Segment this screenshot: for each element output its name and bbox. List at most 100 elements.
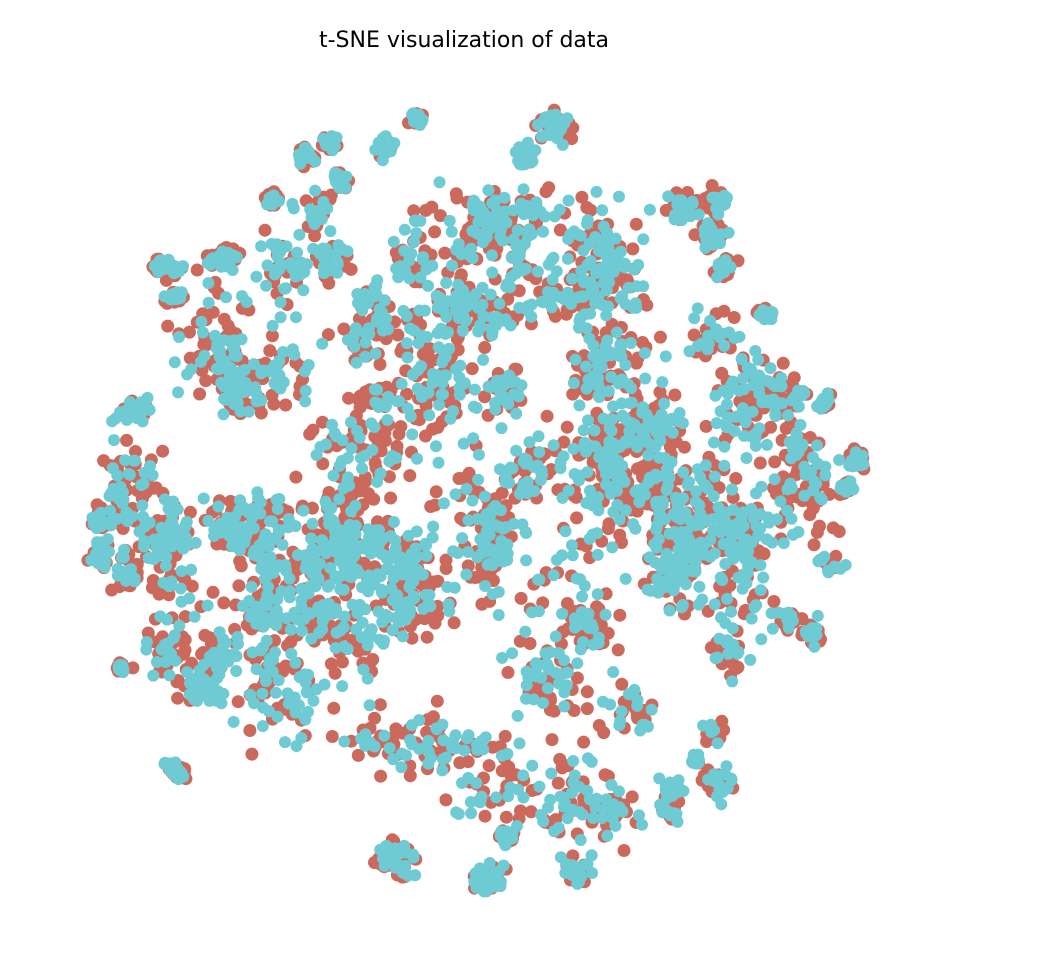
data-point xyxy=(728,425,741,437)
data-point xyxy=(498,191,511,204)
data-point xyxy=(242,405,255,418)
data-point xyxy=(297,504,310,517)
data-point xyxy=(727,503,740,516)
data-point xyxy=(617,844,631,857)
data-point xyxy=(467,400,480,413)
data-point xyxy=(731,660,745,674)
data-point xyxy=(243,724,257,737)
data-point xyxy=(295,732,308,744)
data-point xyxy=(715,714,729,728)
data-point xyxy=(157,576,170,589)
data-point xyxy=(798,489,811,502)
data-point xyxy=(755,480,768,493)
data-point xyxy=(833,454,846,466)
data-point xyxy=(354,452,367,464)
data-point xyxy=(537,697,549,709)
data-point xyxy=(479,580,492,592)
data-point xyxy=(366,444,379,456)
data-point xyxy=(556,607,569,620)
data-point xyxy=(181,666,194,679)
data-point xyxy=(456,532,469,545)
data-point xyxy=(691,302,704,315)
data-point xyxy=(490,791,503,804)
data-point xyxy=(216,633,229,646)
data-point xyxy=(422,279,434,292)
data-point xyxy=(428,616,442,630)
data-point xyxy=(280,240,293,253)
data-point xyxy=(426,377,439,390)
data-point xyxy=(515,197,528,210)
data-point xyxy=(513,737,526,750)
data-point xyxy=(523,637,537,650)
data-point xyxy=(120,433,134,447)
data-point xyxy=(627,301,640,314)
data-point xyxy=(371,312,384,325)
data-point xyxy=(601,626,615,640)
data-point xyxy=(417,251,430,264)
data-point xyxy=(173,619,186,632)
data-point xyxy=(632,258,645,271)
data-point xyxy=(524,805,538,819)
data-point xyxy=(163,669,176,682)
data-point xyxy=(688,228,702,242)
data-point xyxy=(433,398,446,411)
data-point xyxy=(348,340,361,353)
data-point xyxy=(250,663,263,676)
data-point xyxy=(598,276,610,289)
data-point xyxy=(501,666,515,679)
data-point xyxy=(499,830,512,843)
data-point xyxy=(386,624,399,637)
data-point xyxy=(537,815,550,828)
data-point xyxy=(631,694,644,707)
data-point xyxy=(569,353,582,366)
data-point xyxy=(160,550,173,563)
data-point xyxy=(419,203,433,217)
data-point xyxy=(317,195,330,208)
data-point xyxy=(576,590,589,603)
data-point xyxy=(178,610,192,624)
data-point xyxy=(436,388,449,401)
data-point xyxy=(407,204,421,218)
data-point xyxy=(152,587,166,601)
data-point xyxy=(227,715,240,728)
data-point xyxy=(671,562,684,575)
data-point xyxy=(745,503,758,515)
data-point xyxy=(585,755,598,768)
data-point xyxy=(279,736,291,749)
data-point xyxy=(517,769,530,782)
data-point xyxy=(492,609,505,621)
data-point xyxy=(775,372,788,385)
data-point xyxy=(580,497,593,509)
data-point xyxy=(580,685,594,699)
data-point xyxy=(796,389,809,402)
data-point xyxy=(807,538,821,552)
data-point xyxy=(592,719,606,732)
data-point xyxy=(558,700,571,713)
data-point xyxy=(269,606,282,618)
data-point xyxy=(591,351,604,364)
data-point xyxy=(567,442,580,455)
data-point xyxy=(589,231,602,243)
data-point xyxy=(683,345,696,358)
data-point xyxy=(263,344,277,358)
data-point xyxy=(505,271,518,283)
data-point xyxy=(289,656,302,669)
data-point xyxy=(190,263,204,277)
data-point xyxy=(91,539,104,552)
data-point xyxy=(482,759,496,773)
data-point xyxy=(643,551,656,564)
data-point xyxy=(704,314,717,327)
data-point xyxy=(727,311,741,324)
data-point xyxy=(523,436,536,449)
data-point xyxy=(472,473,485,486)
data-point xyxy=(228,398,241,411)
data-point xyxy=(375,583,388,596)
data-point xyxy=(221,319,235,333)
data-point xyxy=(423,409,436,422)
data-point xyxy=(475,299,488,312)
data-point xyxy=(439,327,452,340)
data-point xyxy=(387,235,400,248)
data-point xyxy=(567,704,581,717)
data-point xyxy=(482,184,495,197)
data-point xyxy=(533,573,546,586)
